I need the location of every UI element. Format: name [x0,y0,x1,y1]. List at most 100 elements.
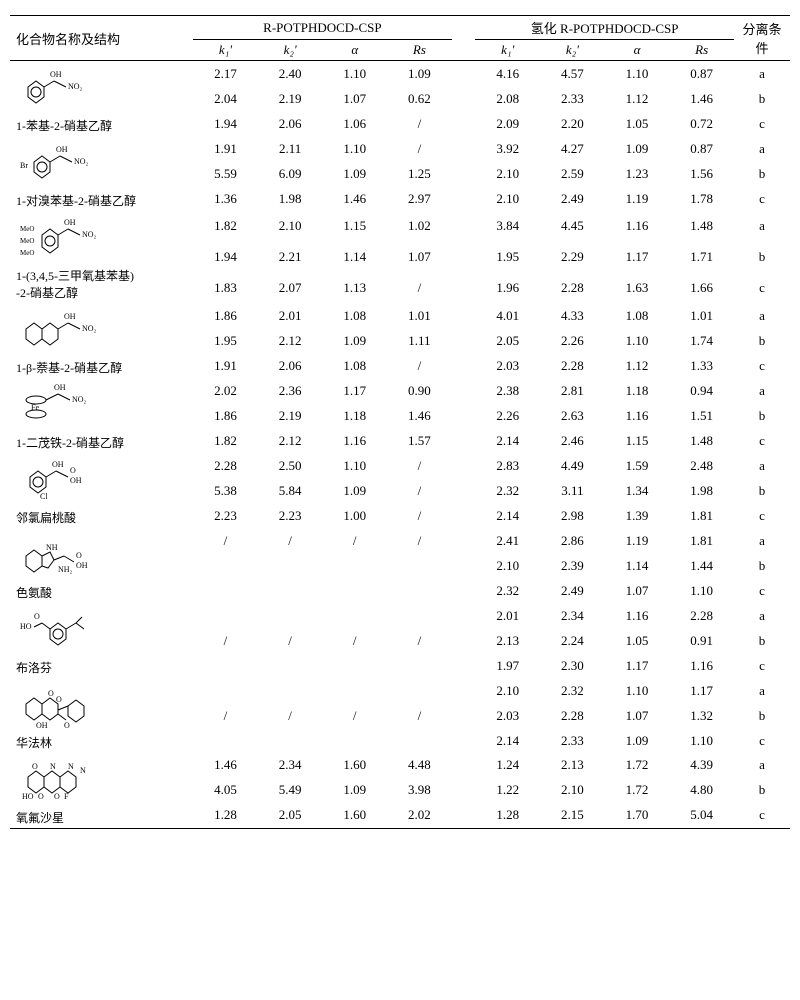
condition-cell: c [734,272,790,303]
compound-name: 1-(3,4,5-三甲氧基苯基) -2-硝基乙醇 [16,267,189,301]
data-cell: 1.78 [669,186,734,211]
data-cell: / [322,628,387,653]
structure-icon [20,534,189,582]
data-cell [258,653,323,678]
data-cell: 2.63 [540,403,605,428]
data-cell: 2.10 [258,211,323,242]
data-cell [322,603,387,628]
data-cell: 1.34 [605,478,670,503]
data-cell: 2.14 [475,503,540,528]
table-body: 1-苯基-2-硝基乙醇2.172.401.101.094.164.571.100… [10,61,790,829]
subheader-k2-a: k₂' [258,40,323,61]
data-cell: 1.74 [669,328,734,353]
header-condition: 分离条件 [734,16,790,61]
data-cell: 2.10 [540,778,605,803]
data-cell: 2.12 [258,428,323,453]
data-cell: 1.19 [605,186,670,211]
header-compound: 化合物名称及结构 [10,16,193,61]
data-cell: 2.36 [258,378,323,403]
data-cell: 2.32 [540,678,605,703]
compound-cell: 布洛芬 [10,603,193,678]
data-cell: 1.01 [387,303,452,328]
data-cell: 1.28 [475,803,540,829]
table-row: 1-苯基-2-硝基乙醇2.172.401.101.094.164.571.100… [10,61,790,87]
condition-cell: c [734,353,790,378]
condition-cell: c [734,428,790,453]
condition-cell: a [734,453,790,478]
data-cell: 2.06 [258,353,323,378]
data-cell: 1.18 [322,403,387,428]
data-cell: 1.09 [322,478,387,503]
data-cell: 2.28 [669,603,734,628]
data-cell: 2.26 [540,328,605,353]
table-row: 1-二茂铁-2-硝基乙醇2.022.361.170.902.382.811.18… [10,378,790,403]
data-cell [387,653,452,678]
subheader-alpha-b: α [605,40,670,61]
condition-cell: c [734,111,790,136]
data-cell: 2.33 [540,728,605,753]
data-cell: 2.10 [475,161,540,186]
data-cell: 1.33 [669,353,734,378]
structure-icon [20,217,189,265]
data-cell: 1.10 [605,678,670,703]
condition-cell: a [734,61,790,87]
data-cell [387,603,452,628]
data-cell: 1.15 [322,211,387,242]
data-cell: 4.45 [540,211,605,242]
data-cell: 1.94 [193,111,258,136]
data-cell: 0.72 [669,111,734,136]
subheader-k2-b: k₂' [540,40,605,61]
data-cell: / [193,628,258,653]
compound-name: 1-苯基-2-硝基乙醇 [16,117,189,134]
spacer [452,211,476,303]
data-cell: 2.12 [258,328,323,353]
data-cell: 1.60 [322,753,387,778]
data-cell: / [322,528,387,553]
data-cell: 2.19 [258,86,323,111]
data-cell [193,678,258,703]
condition-cell: a [734,753,790,778]
data-cell: 1.10 [322,136,387,161]
data-cell: 1.16 [605,403,670,428]
data-cell: 2.23 [193,503,258,528]
header-group1: R-POTPHDOCD-CSP [193,16,452,40]
data-cell: 2.97 [387,186,452,211]
data-cell: 2.34 [540,603,605,628]
data-cell: 2.13 [540,753,605,778]
data-cell: 1.97 [475,653,540,678]
data-cell: 1.72 [605,778,670,803]
data-cell: / [387,478,452,503]
data-cell: 2.81 [540,378,605,403]
condition-cell: b [734,328,790,353]
compound-cell: 色氨酸 [10,528,193,603]
data-cell: 2.49 [540,186,605,211]
data-cell: 2.10 [475,186,540,211]
data-cell: 2.19 [258,403,323,428]
data-cell: 2.86 [540,528,605,553]
data-cell [322,578,387,603]
data-cell: 1.32 [669,703,734,728]
condition-cell: b [734,628,790,653]
data-cell: 1.94 [193,242,258,273]
data-cell: / [387,703,452,728]
compound-cell: 1-β-萘基-2-硝基乙醇 [10,303,193,378]
condition-cell: c [734,578,790,603]
data-cell: 1.09 [605,728,670,753]
spacer [452,603,476,678]
data-cell: 5.59 [193,161,258,186]
data-cell: 4.57 [540,61,605,87]
data-cell: 2.41 [475,528,540,553]
data-cell [322,553,387,578]
condition-cell: c [734,186,790,211]
data-cell: 2.21 [258,242,323,273]
table-row: 1-β-萘基-2-硝基乙醇1.862.011.081.014.014.331.0… [10,303,790,328]
data-cell: 1.09 [605,136,670,161]
data-cell: 1.86 [193,303,258,328]
subheader-alpha-a: α [322,40,387,61]
data-cell: 2.03 [475,353,540,378]
data-cell: 1.46 [387,403,452,428]
data-cell: 1.08 [322,353,387,378]
data-cell: 2.39 [540,553,605,578]
data-cell: / [387,272,452,303]
data-cell: 1.07 [322,86,387,111]
